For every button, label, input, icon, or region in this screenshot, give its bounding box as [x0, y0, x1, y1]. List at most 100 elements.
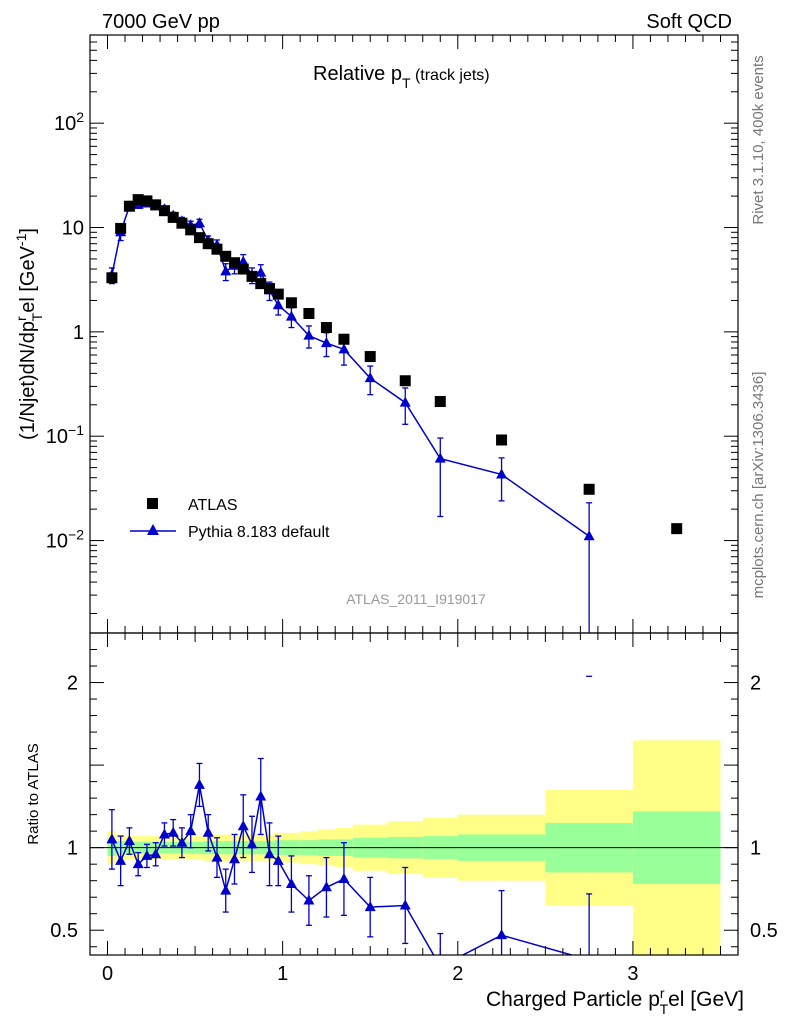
- ratio-point: [496, 929, 508, 940]
- main-ytick-label: 10−2: [46, 527, 84, 553]
- atlas-point: [141, 195, 153, 207]
- ratio-ytick-label-right: 1: [750, 838, 761, 860]
- ratio-xtick-label: 1: [277, 963, 288, 985]
- ratio-point: [228, 853, 240, 864]
- plot-title-sub: T: [402, 75, 411, 91]
- mc-point: [434, 452, 446, 463]
- atlas-point: [285, 297, 297, 309]
- atlas-point: [106, 272, 118, 284]
- atlas-point: [399, 375, 411, 387]
- ratio-point: [255, 790, 267, 801]
- ratio-xtick-label: 3: [627, 963, 638, 985]
- atlas-point: [255, 278, 267, 290]
- ratio-point: [303, 894, 315, 905]
- atlas-point: [132, 194, 144, 206]
- ratio-point: [158, 828, 170, 839]
- ratio-ytick-label-left: 0.5: [50, 920, 78, 942]
- atlas-point: [583, 483, 595, 495]
- ratio-ytick-label-right: 0.5: [750, 920, 778, 942]
- ratio-point: [220, 884, 232, 895]
- mc-point: [496, 468, 508, 479]
- ratio-point: [272, 854, 284, 865]
- rivet-label: Rivet 3.1.10, 400k events: [750, 55, 767, 224]
- atlas-point: [246, 270, 258, 282]
- main-data-layer: [106, 194, 683, 677]
- atlas-point: [364, 351, 376, 363]
- ratio-point: [176, 836, 188, 847]
- mc-point: [237, 255, 249, 266]
- main-ytick-label: 10: [62, 218, 84, 240]
- ratio-point: [246, 838, 258, 849]
- ratio-point: [132, 858, 144, 869]
- atlas-point: [115, 222, 127, 234]
- mc-point: [583, 530, 595, 541]
- main-ytick-label: 10−1: [46, 422, 84, 448]
- ratio-point: [237, 820, 249, 831]
- atlas-point: [264, 283, 276, 295]
- legend-data-label: ATLAS: [188, 497, 238, 514]
- mcplots-label: mcplots.cern.ch [arXiv:1306.3436]: [750, 372, 767, 599]
- atlas-point: [272, 288, 284, 300]
- mc-point: [193, 217, 205, 228]
- legend: ATLAS Pythia 8.183 default: [130, 497, 330, 541]
- plot-title-main: Relative p: [313, 63, 402, 85]
- atlas-point: [158, 205, 170, 217]
- ratio-data-layer: [106, 757, 593, 955]
- mc-point: [399, 396, 411, 407]
- atlas-point: [496, 434, 508, 446]
- atlas-point: [671, 523, 683, 535]
- ratio-xtick-label: 0: [102, 963, 113, 985]
- ratio-point: [106, 833, 118, 844]
- atlas-point: [338, 333, 350, 345]
- mc-point: [272, 299, 284, 310]
- ratio-point: [364, 901, 376, 912]
- header-right: Soft QCD: [646, 11, 732, 33]
- mc-point: [303, 329, 315, 340]
- ratio-point: [285, 877, 297, 888]
- ratio-point: [399, 899, 411, 910]
- atlas-point: [220, 250, 232, 262]
- header-left: 7000 GeV pp: [102, 11, 220, 33]
- ratio-ytick-label-right: 2: [750, 673, 761, 695]
- atlas-point: [237, 263, 249, 275]
- atlas-point: [167, 211, 179, 223]
- main-axis-ticks: 10−2 10−1 1 10 102: [46, 34, 738, 633]
- mc-point: [255, 266, 267, 277]
- mc-point: [285, 310, 297, 321]
- atlas-point: [176, 217, 188, 229]
- legend-data-marker: [147, 498, 158, 509]
- main-ytick-label: 102: [54, 109, 84, 135]
- ratio-point: [150, 848, 162, 859]
- ratio-point: [320, 881, 332, 892]
- ratio-point: [167, 826, 179, 837]
- ratio-point: [193, 778, 205, 789]
- ratio-point: [211, 851, 223, 862]
- atlas-point: [211, 243, 223, 255]
- atlas-point: [320, 322, 332, 334]
- ratio-point: [264, 848, 276, 859]
- ratio-point: [338, 873, 350, 884]
- ratio-point: [141, 849, 153, 860]
- atlas-point: [228, 257, 240, 269]
- legend-mc-label: Pythia 8.183 default: [188, 524, 330, 541]
- atlas-point: [434, 396, 446, 408]
- atlas-point: [202, 238, 214, 250]
- ratio-ytick-label-left: 2: [67, 673, 78, 695]
- mc-point: [320, 337, 332, 348]
- ratio-ytick-label-left: 1: [67, 838, 78, 860]
- atlas-point: [123, 200, 135, 212]
- mc-point: [338, 343, 350, 354]
- analysis-id: ATLAS_2011_I919017: [346, 591, 486, 607]
- atlas-point: [303, 307, 315, 319]
- ratio-axis-ticks: 0.5 0.5 1 1 2 2 0 1 2 3: [50, 633, 778, 985]
- ratio-point: [123, 835, 135, 846]
- atlas-point: [185, 224, 197, 236]
- atlas-point: [193, 232, 205, 244]
- mc-point: [220, 265, 232, 276]
- ratio-xtick-label: 2: [452, 963, 463, 985]
- atlas-point: [150, 199, 162, 211]
- plot-title: Relative pT (track jets): [313, 63, 490, 91]
- plot-title-suffix: (track jets): [411, 67, 490, 84]
- legend-mc-marker: [147, 524, 159, 535]
